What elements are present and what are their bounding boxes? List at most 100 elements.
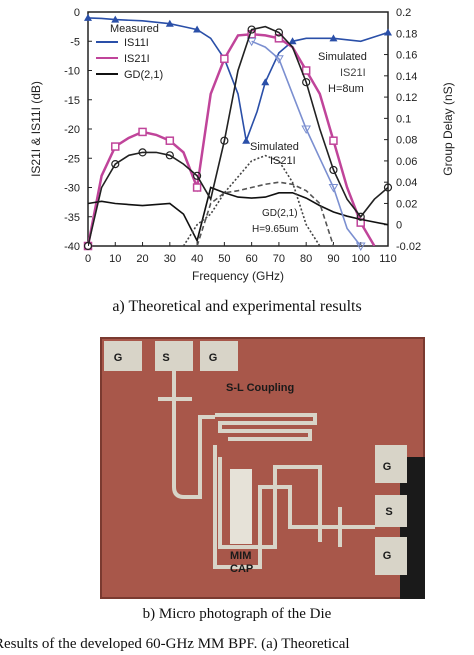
pad-label-g4: G [383,550,392,562]
point-marker [193,25,202,33]
x-axis-label: Frequency (GHz) [192,269,284,283]
point-marker [111,15,120,23]
point-marker [165,136,175,145]
point-marker [165,19,174,27]
x-tick-label: 100 [352,253,370,265]
point-marker [246,37,257,47]
plot-frame [87,11,389,247]
y-left-tick-label: -20 [64,124,80,136]
x-tick-label: 70 [273,253,285,265]
caption-b: b) Micro photograph of the Die [142,606,332,622]
pad-g2 [200,341,238,371]
y-right-tick-label: 0.14 [396,71,417,83]
point-marker [274,55,284,64]
point-marker [355,242,366,252]
point-marker [288,37,297,45]
x-tick-label: 110 [379,253,397,265]
x-tick-label: 80 [300,253,312,265]
y-left-axis-label: IS21I & IS11I (dB) [29,81,43,177]
y-left-tick-label: -35 [64,212,80,224]
point-marker [220,136,229,145]
y-left-tick-label: -5 [70,36,80,48]
point-marker [356,212,365,221]
pad-s2 [375,495,407,527]
series-line-1 [88,32,376,246]
caption-a: a) Theoretical and experimental results [112,298,362,315]
y-left-tick-label: -10 [64,66,80,78]
y-right-axis-label: Group Delay (nS) [441,82,455,175]
annotation-sim2-series: IS21I [270,155,296,167]
y-right-tick-label: 0.18 [396,28,417,40]
point-marker [247,25,256,34]
point-marker [83,241,93,251]
x-tick-label: 50 [218,253,230,265]
point-marker [274,28,284,37]
y-left-tick-label: 0 [74,7,80,19]
chart: 0 10 20 30 40 50 60 70 80 90 100 110 0 -5 -10 -15 -20 -25… [29,7,455,283]
point-marker [328,184,339,193]
y-right-tick-label: 0.2 [396,7,411,19]
point-marker [192,171,202,180]
x-tick-label: 60 [246,253,258,265]
annotation-sim1-series: IS21I [340,67,366,79]
x-tick-label: 90 [327,253,339,265]
y-right-tick-label: -0.02 [396,241,421,253]
legend-label: IS11I [124,37,149,49]
annotation-sim2: Simulated [250,141,299,153]
point-marker [138,127,147,137]
legend-title: Measured [110,23,159,35]
y-left-tick-label: -15 [64,95,80,107]
point-marker [301,66,311,75]
pad-label-g1: G [114,352,123,364]
pad-label-g3: G [383,461,392,473]
y-right-tick-label: 0.04 [396,177,417,189]
pad-g1 [104,341,142,371]
pad-g3 [375,445,407,483]
series-line-0 [88,17,388,144]
point-marker [192,183,202,192]
cap-label-2: CAP [230,563,253,575]
x-tick-label: 40 [191,253,203,265]
figure-caption: Results of the developed 60-GHz MM BPF. … [0,636,350,652]
point-marker [165,151,174,160]
y-right-tick-label: 0.06 [396,156,417,168]
x-tick-label: 10 [109,253,121,265]
legend-label: GD(2,1) [124,69,163,81]
point-marker [242,136,251,144]
point-marker [111,160,120,169]
pad-s1 [155,341,193,371]
annotation-gd2-h: H=9.65um [252,224,298,235]
point-marker [111,142,120,151]
series-line-2 [88,186,388,243]
pad-label-s1: S [162,352,169,364]
point-marker [301,125,312,135]
circuit-traces [158,371,375,569]
point-marker [261,78,270,86]
series-line-5 [196,181,335,246]
pad-label-s2: S [385,506,392,518]
point-marker [274,34,284,43]
y-left-tick-label: -30 [64,183,80,195]
coupling-label: S-L Coupling [226,382,294,394]
cap-label-1: MIM [230,550,251,562]
point-marker [329,136,338,145]
annotation-sim1: Simulated [318,51,367,63]
point-marker [329,165,338,175]
y-right-tick-label: 0 [396,220,402,232]
y-left-tick-label: -25 [64,153,80,165]
y-right-tick-label: 0.12 [396,92,417,104]
mim-cap [230,469,252,544]
y-right-tick-label: 0.08 [396,135,417,147]
annotation-gd2: GD(2,1) [262,208,298,219]
y-left-tick-label: -40 [64,241,80,253]
annotation-sim1-h: H=8um [328,83,364,95]
pad-label-g2: G [209,352,218,364]
die-background [100,337,425,599]
point-marker [138,148,147,157]
point-marker [384,28,392,36]
x-tick-label: 30 [164,253,176,265]
y-right-tick-label: 0.16 [396,50,417,62]
point-marker [302,78,311,87]
series-line-6 [182,154,321,246]
y-right-tick-label: 0.1 [396,113,411,125]
